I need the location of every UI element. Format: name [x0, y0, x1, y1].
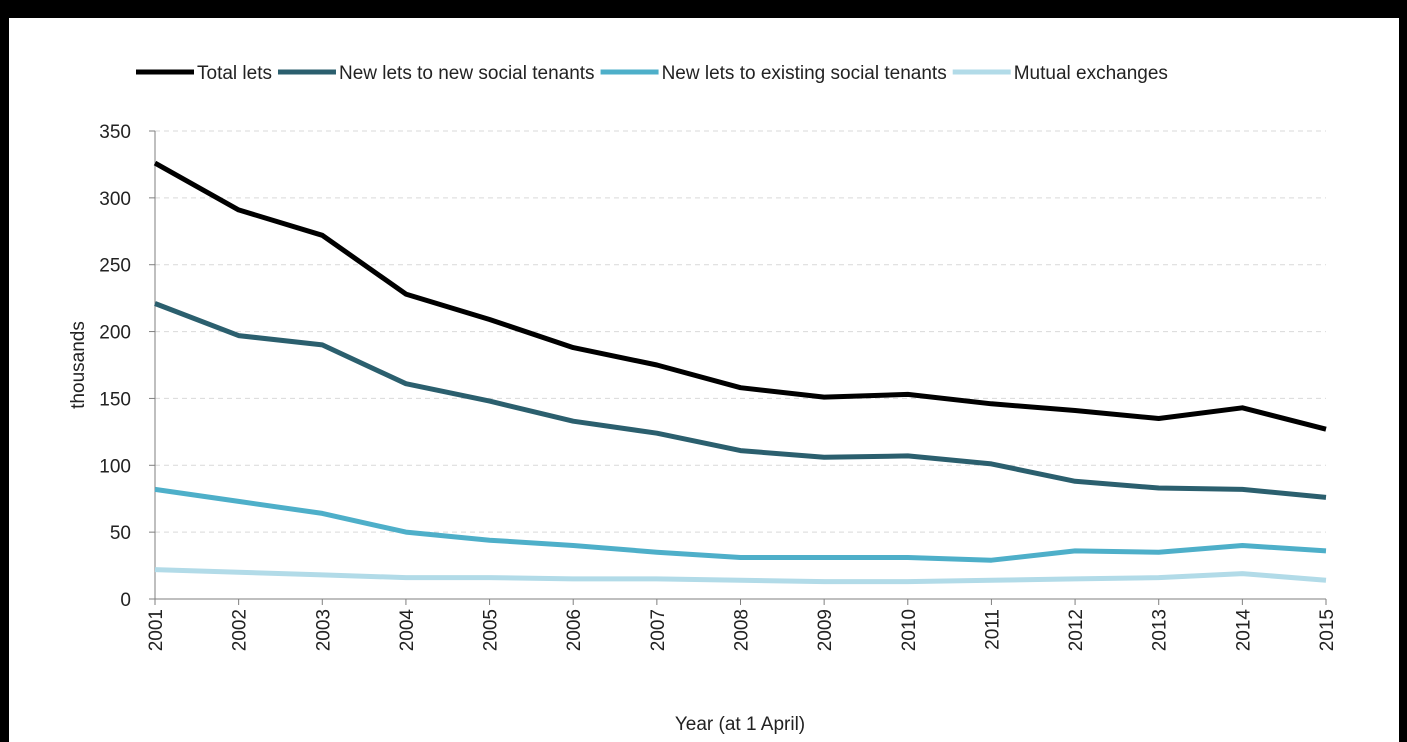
x-tick-label: 2003: [313, 609, 334, 651]
series-lines: [153, 160, 1327, 585]
title-bar: [0, 0, 1407, 18]
x-tick-label: 2010: [899, 609, 920, 651]
x-tick-label: 2015: [1317, 609, 1338, 651]
legend-label: Mutual exchanges: [1014, 63, 1168, 84]
x-axis-label: Year (at 1 April): [675, 714, 805, 735]
y-tick-label: 300: [99, 189, 131, 210]
x-tick-label: 2007: [648, 609, 669, 651]
chart-frame: [0, 18, 1407, 742]
x-tick-label: 2013: [1150, 609, 1171, 651]
x-tick-label: 2005: [481, 609, 502, 651]
y-tick-label: 250: [99, 256, 131, 277]
y-tick-label: 0: [120, 590, 131, 611]
x-tick-label: 2012: [1066, 609, 1087, 651]
series-line-2: [154, 486, 1327, 563]
x-tick-label: 2009: [815, 609, 836, 651]
x-tick-label: 2004: [397, 609, 418, 652]
series-line-0: [153, 160, 1327, 432]
y-axis-label: thousands: [68, 321, 89, 409]
series-line-1: [154, 301, 1327, 500]
legend: Total lets New lets to new social tenants…: [136, 63, 1168, 84]
y-tick-label: 350: [99, 122, 131, 143]
gridlines: [155, 130, 1326, 533]
y-tick-label: 200: [99, 323, 131, 344]
x-tick-label: 2002: [230, 609, 251, 651]
series-line-3: [154, 567, 1327, 585]
x-tick-label: 2008: [732, 609, 753, 651]
legend-label: New lets to new social tenants: [339, 63, 595, 84]
x-tick-label: 2011: [982, 609, 1003, 650]
y-axis-ticks: 0 50 100 150 200 250 300 350: [99, 122, 155, 611]
y-tick-label: 150: [99, 389, 131, 410]
axes: [154, 131, 1326, 600]
x-axis-ticks: 2001 2002 2003 2004 2005 2006 2007 2008 2009 2010…: [146, 599, 1338, 651]
x-tick-label: 2001: [146, 609, 167, 651]
x-tick-label: 2006: [564, 609, 585, 651]
x-tick-label: 2014: [1233, 609, 1254, 652]
legend-label: Total lets: [197, 63, 272, 84]
y-tick-label: 50: [110, 523, 131, 544]
y-tick-label: 100: [99, 456, 131, 477]
legend-label: New lets to existing social tenants: [662, 63, 947, 84]
